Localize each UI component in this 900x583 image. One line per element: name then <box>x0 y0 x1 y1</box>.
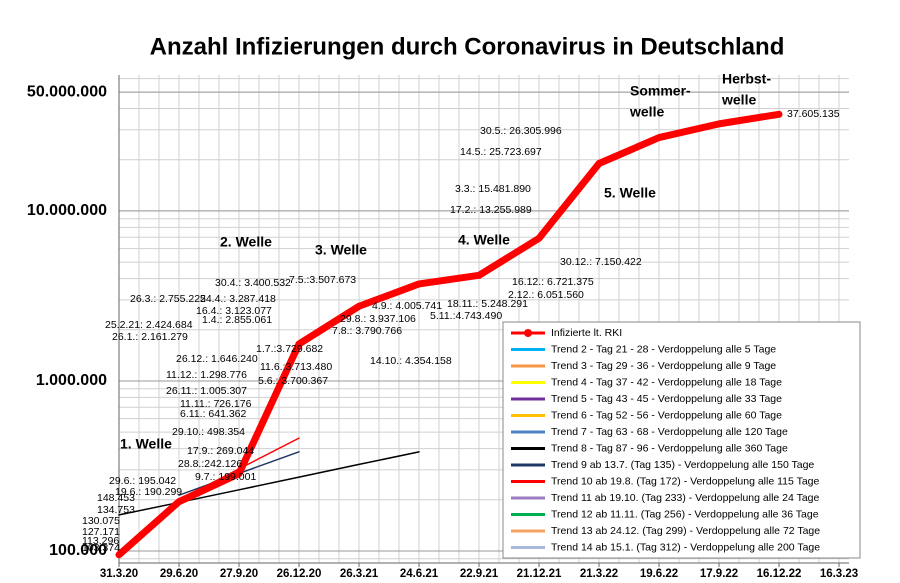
x-tick-label: 26.12.20 <box>277 568 322 580</box>
annotation: 1.4.: 2.855.061 <box>202 314 272 326</box>
legend-box <box>502 321 861 559</box>
wave-label: welle <box>721 92 756 108</box>
end-label: 37.605.135 <box>787 108 840 120</box>
annotation: 9.7.: 199.001 <box>195 471 256 483</box>
annotation: 28.8.:242.126 <box>178 458 242 470</box>
wave-label: Sommer- <box>630 83 691 99</box>
legend-label: Trend 7 - Tag 63 - 68 - Verdoppelung all… <box>551 426 788 438</box>
annotation: 25.2.21: 2.424.684 <box>105 319 193 331</box>
legend-label: Trend 11 ab 19.10. (Tag 233) - Verdoppel… <box>551 492 819 504</box>
annotation: 134.753 <box>97 504 135 516</box>
annotation: 26.3.: 2.755.225 <box>130 293 206 305</box>
x-tick-label: 27.9.20 <box>220 568 258 580</box>
annotation: 30.5.: 26.305.996 <box>480 125 562 137</box>
legend-label: Trend 14 ab 15.1. (Tag 312) - Verdoppelu… <box>551 541 820 553</box>
annotation: 29.10.: 498.354 <box>172 426 245 438</box>
annotation: 11.11.: 726.176 <box>180 398 252 410</box>
annotation: 26.1.: 2.161.279 <box>112 331 188 343</box>
annotation: 26.12.: 1.646.240 <box>176 353 258 365</box>
wave-label: 4. Welle <box>458 232 510 248</box>
annotation: 14.5.: 25.723.697 <box>460 146 542 158</box>
annotation: 19.6.: 190.299 <box>115 486 182 498</box>
annotation: 30.4.: 3.400.532 <box>215 277 291 289</box>
annotation: 4.9.: 4.005.741 <box>372 300 442 312</box>
x-tick-label: 16.3.23 <box>820 568 858 580</box>
x-tick-label: 19.6.22 <box>640 568 678 580</box>
annotation: 103.374 <box>82 542 120 554</box>
annotation: 3.3.: 15.481.890 <box>455 183 531 195</box>
wave-label: 3. Welle <box>315 242 367 258</box>
legend-label: Trend 4 - Tag 37 - 42 - Verdoppelung all… <box>551 376 782 388</box>
annotation: 1.7.:3.729.682 <box>256 343 323 355</box>
wave-label: 2. Welle <box>220 234 272 250</box>
annotation: 30.12.: 7.150.422 <box>560 256 642 268</box>
y-tick-label: 50.000.000 <box>27 83 107 100</box>
annotation: 7.8.: 3.790.766 <box>332 325 402 337</box>
annotation: 16.12.: 6.721.375 <box>512 276 594 288</box>
y-tick-label: 10.000.000 <box>27 202 107 219</box>
annotation: 14.10.: 4.354.158 <box>370 355 452 367</box>
x-tick-label: 21.12.21 <box>517 568 562 580</box>
annotation: 11.6.:3.713.480 <box>260 361 332 373</box>
wave-label: Herbst- <box>722 71 771 87</box>
chart-title: Anzahl Infizierungen durch Coronavirus i… <box>150 33 785 60</box>
annotation: 127.171 <box>82 526 120 538</box>
annotation: 29.6.: 195.042 <box>109 475 176 487</box>
trend-line <box>118 451 420 516</box>
legend-label: Trend 8 - Tag 87 - 96 - Verdoppelung all… <box>551 442 788 454</box>
legend-label: Trend 9 ab 13.7. (Tag 135) - Verdoppelun… <box>551 459 814 471</box>
annotation: 5.11.:4.743.490 <box>430 310 502 322</box>
annotation: 148.453 <box>97 492 135 504</box>
legend-label: Infizierte lt. RKI <box>551 327 622 339</box>
wave-label: welle <box>629 104 664 120</box>
annotation: 18.11.: 5.248.291 <box>447 298 528 310</box>
legend-label: Trend 2 - Tag 21 - 28 - Verdoppelung all… <box>551 343 776 355</box>
legend-label: Trend 5 - Tag 43 - 45 - Verdoppelung all… <box>551 393 782 405</box>
annotation: 29.8.: 3.937.106 <box>340 313 416 325</box>
legend-label: Trend 6 - Tag 52 - 56 - Verdoppelung all… <box>551 409 782 421</box>
legend-label: Trend 12 ab 11.11. (Tag 256) - Verdoppel… <box>551 508 819 520</box>
x-tick-label: 26.3.21 <box>340 568 379 580</box>
legend-marker <box>524 329 532 337</box>
x-tick-label: 17.9.22 <box>700 568 738 580</box>
legend-label: Trend 3 - Tag 29 - 36 - Verdoppelung all… <box>551 360 776 372</box>
annotation: 113.296 <box>82 535 119 547</box>
x-tick-label: 31.3.20 <box>100 568 138 580</box>
x-tick-label: 24.6.21 <box>400 568 439 580</box>
x-tick-label: 29.6.20 <box>160 568 198 580</box>
wave-label: 5. Welle <box>604 185 656 201</box>
annotation: 24.4.: 3.287.418 <box>200 293 276 305</box>
annotation: 11.12.: 1.298.776 <box>166 369 247 381</box>
annotation: 17.9.: 269.044 <box>187 445 254 457</box>
annotation: 17.2.: 13.255.989 <box>450 204 532 216</box>
y-tick-label: 100.000 <box>49 542 107 559</box>
legend-label: Trend 10 ab 19.8. (Tag 172) - Verdoppelu… <box>551 475 819 487</box>
x-tick-label: 22.9.21 <box>460 568 499 580</box>
annotation: 7.5.:3.507.673 <box>289 274 356 286</box>
x-tick-label: 16.12.22 <box>757 568 802 580</box>
wave-label: 1. Welle <box>120 436 172 452</box>
annotation: 5.6.: 3.700.367 <box>258 375 328 387</box>
legend-label: Trend 13 ab 24.12. (Tag 299) - Verdoppel… <box>551 525 820 537</box>
x-tick-label: 21.3.22 <box>580 568 618 580</box>
annotation: 16.4.: 3.123.077 <box>196 305 272 317</box>
annotation: 130.075 <box>82 515 120 527</box>
annotation: 2.12.: 6.051.560 <box>508 289 584 301</box>
annotation: 26.11.: 1.005.307 <box>166 385 247 397</box>
annotation: 6.11.: 641.362 <box>180 408 247 420</box>
y-tick-label: 1.000.000 <box>36 372 107 389</box>
main-line <box>115 110 783 559</box>
